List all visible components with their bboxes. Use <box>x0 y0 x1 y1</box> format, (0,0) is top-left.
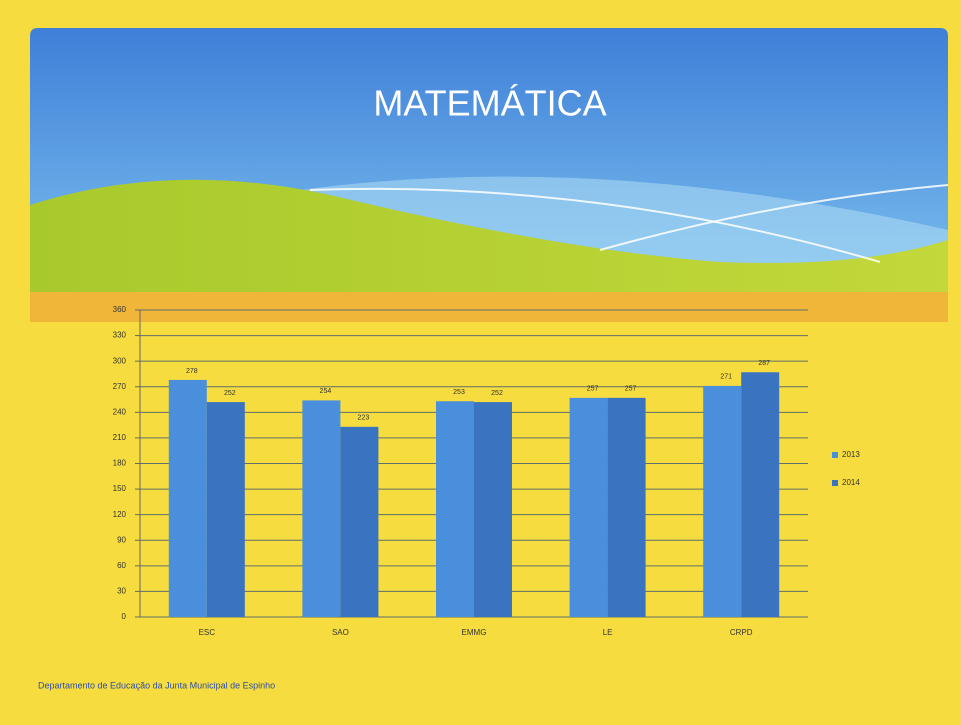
bar <box>607 397 646 617</box>
header-strip <box>30 290 948 322</box>
y-tick-label: 300 <box>113 356 127 365</box>
bar <box>340 426 379 617</box>
legend-label: 2014 <box>842 478 860 487</box>
legend-label: 2013 <box>842 450 860 459</box>
header-hill <box>30 179 948 292</box>
slide-title: MATEMÁTICA <box>373 83 606 124</box>
header-line <box>309 187 881 263</box>
bar <box>206 402 245 617</box>
header-line <box>599 184 949 251</box>
y-tick-label: 60 <box>117 561 126 570</box>
data-label: 254 <box>320 388 332 395</box>
y-tick-label: 240 <box>113 407 127 416</box>
x-tick-label: LE <box>603 628 613 637</box>
x-tick-label: ESC <box>199 628 216 637</box>
bar <box>741 372 780 617</box>
legend-swatch <box>832 452 838 458</box>
data-label: 271 <box>720 374 732 381</box>
y-tick-label: 0 <box>122 612 127 621</box>
data-label: 253 <box>453 389 465 396</box>
footer: Departamento de Educação da Junta Munici… <box>38 680 275 690</box>
legend-swatch <box>832 480 838 486</box>
y-tick-label: 90 <box>117 535 126 544</box>
data-label: 257 <box>625 386 637 393</box>
data-label: 223 <box>358 415 370 422</box>
x-tick-label: SAO <box>332 628 349 637</box>
data-label: 278 <box>186 368 198 375</box>
y-tick-label: 270 <box>113 382 127 391</box>
y-tick-label: 360 <box>113 305 127 314</box>
y-tick-label: 210 <box>113 433 127 442</box>
data-label: 252 <box>224 390 236 397</box>
bar <box>474 402 512 617</box>
y-tick-label: 30 <box>117 587 126 596</box>
data-label: 287 <box>758 360 770 367</box>
y-tick-label: 120 <box>113 510 127 519</box>
y-tick-label: 330 <box>113 331 127 340</box>
bar <box>569 397 608 617</box>
x-tick-label: EMMG <box>462 628 487 637</box>
bar <box>302 400 341 617</box>
data-label: 252 <box>491 390 503 397</box>
bar <box>168 379 207 617</box>
y-tick-label: 180 <box>113 459 127 468</box>
data-label: 257 <box>587 386 599 393</box>
bar <box>436 401 474 617</box>
bar <box>703 385 742 617</box>
y-tick-label: 150 <box>113 484 127 493</box>
x-tick-label: CRPD <box>730 628 753 637</box>
